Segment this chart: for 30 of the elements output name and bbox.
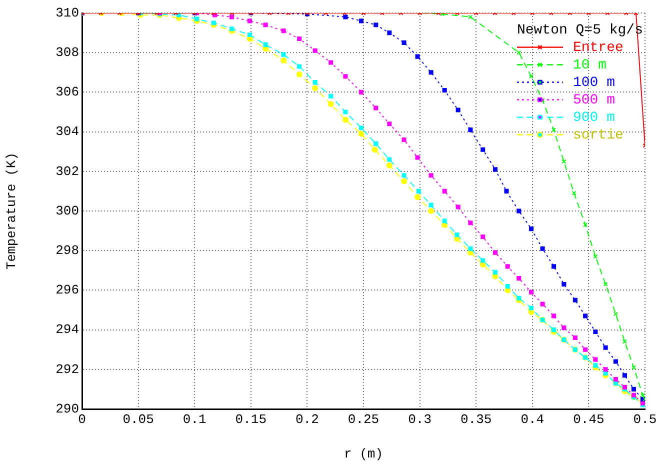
- x-tick-label: 0.35: [460, 412, 492, 428]
- y-tick-label: 308: [56, 45, 79, 60]
- x-tick-label: 0.3: [408, 412, 432, 428]
- y-tick-label: 298: [56, 243, 79, 258]
- y-tick-label: 304: [56, 124, 80, 140]
- x-tick-label: 0.5: [633, 412, 657, 428]
- x-tick-label: 0.05: [122, 412, 154, 428]
- legend-label: 100 m: [572, 74, 615, 91]
- x-tick-label: 0.2: [295, 412, 319, 428]
- legend-label: 900 m: [572, 110, 615, 126]
- y-tick-label: 310: [56, 5, 79, 20]
- x-tick-label: 0.4: [520, 412, 544, 428]
- x-tick-label: 0.15: [235, 412, 267, 428]
- x-tick-label: 0: [78, 412, 86, 428]
- y-tick-label: 290: [56, 401, 79, 416]
- y-tick-label: 292: [56, 362, 79, 377]
- legend-label: 500 m: [572, 92, 615, 108]
- legend-label: Entree: [572, 40, 624, 56]
- x-tick-label: 0.45: [573, 412, 604, 428]
- x-axis-title: r (m): [344, 446, 384, 462]
- y-tick-label: 302: [56, 164, 79, 179]
- legend-label: sortie: [572, 127, 624, 144]
- y-tick-label: 296: [56, 282, 79, 298]
- y-tick-label: 300: [56, 203, 79, 218]
- y-axis-title: Temperature (K): [4, 152, 20, 270]
- y-tick-label: 306: [56, 84, 79, 100]
- y-tick-label: 294: [56, 322, 80, 338]
- x-tick-label: 0.25: [348, 412, 380, 428]
- x-tick-label: 0.1: [182, 412, 206, 428]
- legend-label: 10 m: [572, 57, 607, 74]
